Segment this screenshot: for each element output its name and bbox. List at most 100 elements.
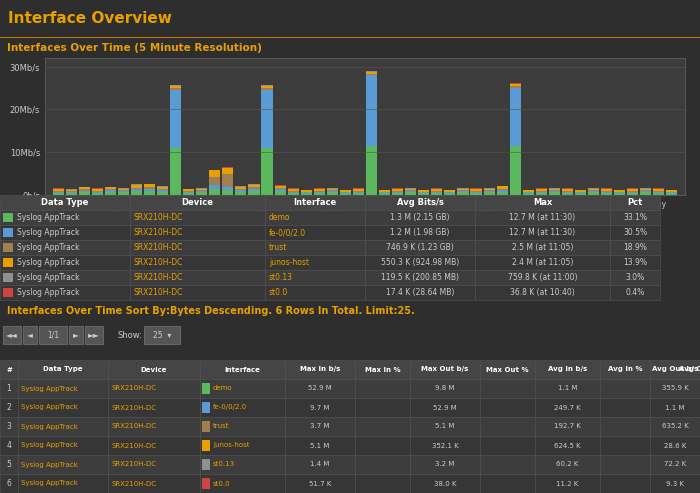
- Bar: [223, 168, 233, 175]
- Bar: [327, 189, 338, 190]
- Text: Interface Overview: Interface Overview: [8, 11, 172, 26]
- Bar: [3, 244, 13, 252]
- Text: Syslog AppTrack: Syslog AppTrack: [17, 228, 80, 237]
- Bar: [392, 192, 403, 193]
- Bar: [265, 270, 365, 285]
- Bar: [285, 474, 355, 493]
- Text: 12.7 M (at 11:30): 12.7 M (at 11:30): [510, 228, 575, 237]
- Bar: [600, 417, 650, 436]
- Text: Syslog AppTrack: Syslog AppTrack: [17, 213, 80, 222]
- Text: 5: 5: [6, 460, 11, 469]
- Bar: [285, 455, 355, 474]
- Text: SRX210H-DC: SRX210H-DC: [134, 273, 183, 282]
- Bar: [444, 190, 456, 192]
- Bar: [600, 398, 650, 417]
- Bar: [0, 210, 130, 225]
- Bar: [431, 192, 442, 193]
- Text: SRX210H-DC: SRX210H-DC: [134, 258, 183, 267]
- Bar: [223, 175, 233, 187]
- Bar: [248, 185, 260, 187]
- Bar: [170, 90, 181, 148]
- Text: trust: trust: [213, 423, 230, 429]
- Bar: [262, 90, 272, 148]
- Bar: [610, 195, 660, 210]
- Bar: [588, 189, 599, 190]
- Bar: [535, 398, 600, 417]
- Text: 38.0 K: 38.0 K: [434, 481, 456, 487]
- Bar: [202, 478, 210, 489]
- Bar: [627, 191, 638, 192]
- Bar: [170, 148, 181, 195]
- Bar: [130, 255, 265, 270]
- Bar: [484, 190, 495, 191]
- Bar: [410, 436, 480, 455]
- Bar: [355, 398, 410, 417]
- Text: 352.1 K: 352.1 K: [432, 443, 458, 449]
- Text: 52.9 M: 52.9 M: [433, 404, 457, 411]
- Bar: [340, 193, 351, 195]
- Bar: [650, 455, 700, 474]
- Bar: [66, 193, 77, 195]
- Bar: [200, 455, 285, 474]
- Bar: [144, 191, 155, 195]
- Bar: [600, 379, 650, 398]
- Bar: [78, 192, 90, 195]
- Bar: [355, 379, 410, 398]
- Bar: [588, 192, 599, 195]
- Bar: [200, 436, 285, 455]
- Text: SRX210H-DC: SRX210H-DC: [134, 213, 183, 222]
- Text: Syslog AppTrack: Syslog AppTrack: [21, 461, 78, 467]
- Text: junos-host: junos-host: [213, 443, 249, 449]
- Bar: [484, 192, 495, 195]
- Bar: [601, 193, 612, 195]
- Bar: [183, 193, 194, 195]
- Bar: [265, 285, 365, 300]
- Bar: [130, 225, 265, 240]
- Text: #: #: [6, 366, 12, 373]
- Bar: [496, 192, 507, 195]
- Text: Interfaces Over Time (5 Minute Resolution): Interfaces Over Time (5 Minute Resolutio…: [7, 43, 262, 53]
- Text: st0.0: st0.0: [269, 288, 288, 297]
- Bar: [285, 360, 355, 379]
- Bar: [288, 193, 299, 195]
- Bar: [131, 185, 142, 188]
- Bar: [600, 360, 650, 379]
- Text: 119.5 K (200.85 MB): 119.5 K (200.85 MB): [381, 273, 459, 282]
- Text: 4: 4: [6, 441, 11, 450]
- Bar: [288, 189, 299, 191]
- Bar: [470, 191, 482, 192]
- Bar: [78, 187, 90, 189]
- Bar: [457, 189, 468, 190]
- Bar: [610, 225, 660, 240]
- Bar: [202, 384, 210, 394]
- Bar: [157, 189, 168, 190]
- Bar: [480, 379, 535, 398]
- Bar: [405, 192, 416, 195]
- Bar: [157, 190, 168, 192]
- Bar: [470, 193, 482, 195]
- Text: 746.9 K (1.23 GB): 746.9 K (1.23 GB): [386, 243, 454, 252]
- Bar: [144, 326, 180, 344]
- Text: Avg In %: Avg In %: [608, 366, 643, 373]
- Text: SRX210H-DC: SRX210H-DC: [134, 243, 183, 252]
- Bar: [130, 210, 265, 225]
- Bar: [562, 193, 573, 195]
- Text: demo: demo: [269, 213, 290, 222]
- Text: 624.5 K: 624.5 K: [554, 443, 581, 449]
- Bar: [366, 74, 377, 75]
- Bar: [66, 192, 77, 193]
- Bar: [365, 240, 475, 255]
- Bar: [510, 146, 521, 195]
- Bar: [410, 398, 480, 417]
- Bar: [410, 474, 480, 493]
- Text: Max Out %: Max Out %: [486, 366, 528, 373]
- Bar: [92, 193, 103, 195]
- Text: trust: trust: [269, 243, 288, 252]
- Bar: [105, 190, 116, 192]
- Bar: [496, 190, 507, 192]
- Text: Avg Out b/s: Avg Out b/s: [652, 366, 698, 373]
- Bar: [118, 192, 129, 195]
- Bar: [379, 192, 390, 193]
- Bar: [108, 398, 200, 417]
- Bar: [0, 285, 130, 300]
